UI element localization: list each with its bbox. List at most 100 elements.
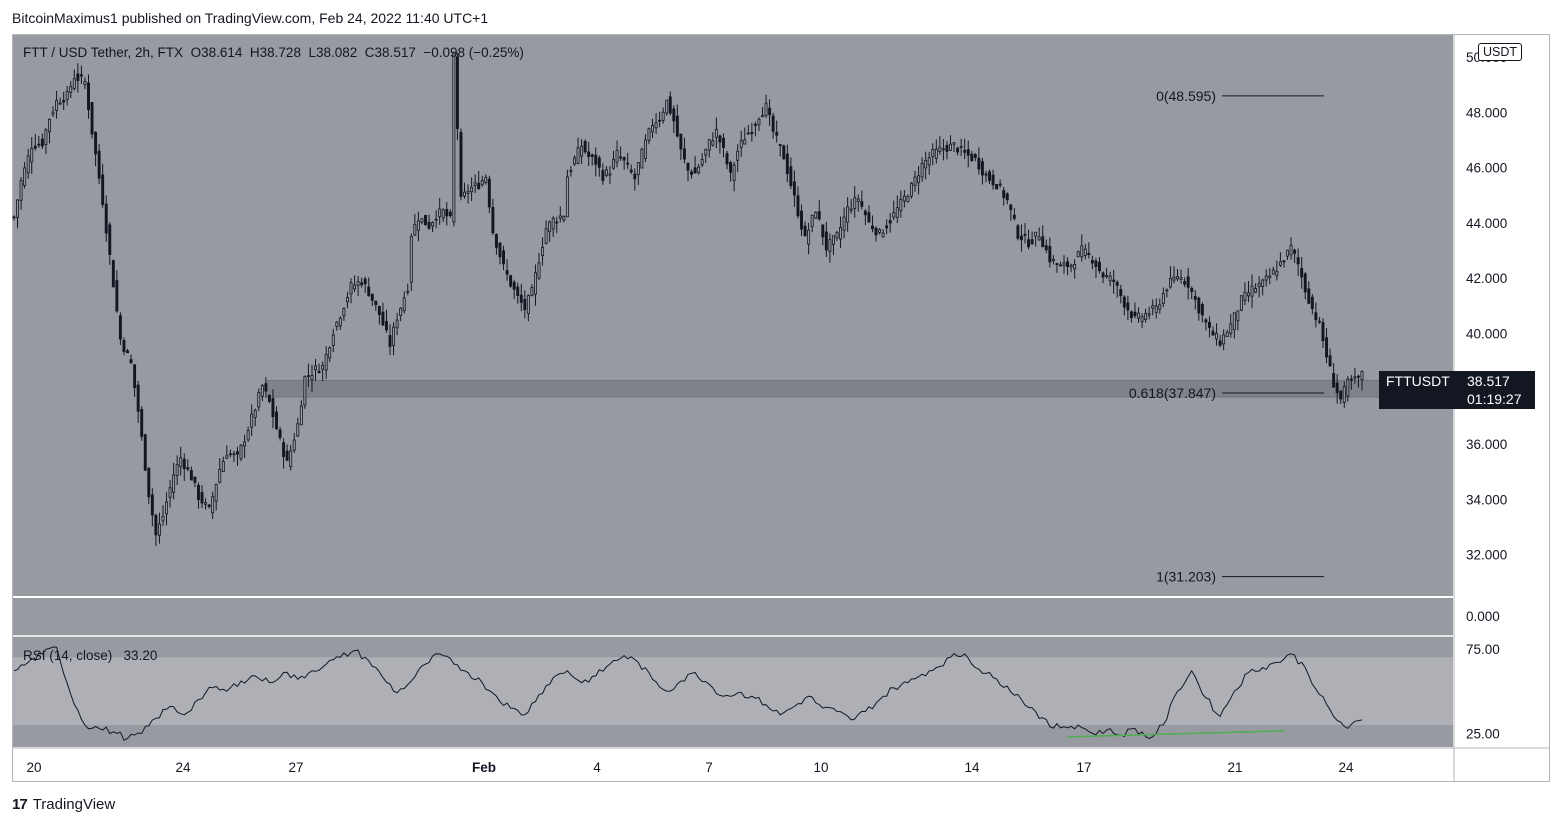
candle-body[interactable]	[250, 413, 254, 428]
candle-body[interactable]	[179, 457, 183, 468]
candle-body[interactable]	[661, 111, 665, 121]
candle-body[interactable]	[1286, 249, 1289, 257]
candle-body[interactable]	[463, 191, 466, 197]
candle-body[interactable]	[165, 501, 169, 515]
candle-body[interactable]	[739, 140, 743, 148]
candle-body[interactable]	[1349, 378, 1353, 381]
candle-body[interactable]	[221, 461, 225, 472]
candle-body[interactable]	[555, 221, 559, 224]
candle-body[interactable]	[1151, 305, 1155, 309]
candle-body[interactable]	[90, 102, 94, 135]
candle-body[interactable]	[1005, 193, 1009, 201]
candle-body[interactable]	[658, 119, 662, 122]
candle-body[interactable]	[565, 176, 569, 218]
candle-body[interactable]	[207, 504, 211, 507]
candle-body[interactable]	[150, 494, 154, 516]
candle-body[interactable]	[1328, 355, 1332, 367]
candle-body[interactable]	[413, 223, 417, 236]
candle-body[interactable]	[133, 364, 137, 388]
candle-body[interactable]	[1137, 312, 1140, 319]
candle-body[interactable]	[991, 174, 995, 186]
candle-body[interactable]	[1179, 277, 1183, 280]
candle-body[interactable]	[640, 148, 644, 169]
candle-body[interactable]	[193, 476, 197, 483]
candle-body[interactable]	[392, 326, 396, 346]
candle-body[interactable]	[1254, 288, 1258, 293]
candle-body[interactable]	[381, 311, 385, 326]
candle-body[interactable]	[895, 207, 899, 218]
candle-body[interactable]	[72, 78, 76, 90]
candle-body[interactable]	[402, 297, 406, 312]
candle-body[interactable]	[1154, 305, 1158, 313]
candle-body[interactable]	[189, 470, 193, 481]
candle-body[interactable]	[118, 315, 122, 340]
candle-body[interactable]	[775, 132, 779, 136]
candle-body[interactable]	[821, 224, 825, 238]
candle-body[interactable]	[26, 155, 30, 174]
candle-body[interactable]	[970, 153, 974, 161]
candle-body[interactable]	[686, 163, 690, 171]
candle-body[interactable]	[1129, 311, 1133, 319]
candle-body[interactable]	[924, 160, 928, 169]
candle-body[interactable]	[445, 208, 449, 217]
candle-body[interactable]	[746, 132, 750, 135]
candle-body[interactable]	[1307, 288, 1311, 304]
candle-body[interactable]	[87, 82, 90, 111]
candle-body[interactable]	[1144, 312, 1148, 320]
candle-body[interactable]	[1122, 296, 1126, 308]
candle-body[interactable]	[707, 139, 711, 151]
candle-body[interactable]	[122, 339, 126, 352]
candle-body[interactable]	[647, 128, 651, 141]
candle-body[interactable]	[580, 145, 584, 157]
candle-body[interactable]	[1353, 376, 1357, 379]
candle-body[interactable]	[1257, 283, 1261, 288]
candle-body[interactable]	[1300, 268, 1304, 278]
candle-body[interactable]	[1158, 304, 1162, 310]
candle-body[interactable]	[1126, 302, 1130, 311]
candle-body[interactable]	[612, 159, 615, 169]
candle-body[interactable]	[1012, 214, 1016, 219]
candle-body[interactable]	[934, 148, 938, 159]
candle-body[interactable]	[76, 73, 80, 81]
candle-body[interactable]	[1133, 311, 1137, 317]
candle-body[interactable]	[853, 197, 857, 209]
candle-body[interactable]	[420, 218, 424, 223]
candle-body[interactable]	[253, 409, 257, 418]
candle-body[interactable]	[455, 56, 459, 130]
candle-body[interactable]	[917, 175, 921, 184]
candle-body[interactable]	[168, 487, 172, 498]
candle-body[interactable]	[796, 195, 800, 217]
candle-body[interactable]	[789, 166, 793, 187]
candle-body[interactable]	[874, 227, 878, 236]
candle-body[interactable]	[1044, 245, 1048, 251]
candle-body[interactable]	[782, 145, 786, 160]
candle-body[interactable]	[491, 206, 495, 234]
candle-body[interactable]	[480, 179, 484, 186]
candle-body[interactable]	[651, 125, 654, 133]
candle-body[interactable]	[963, 149, 967, 153]
candle-body[interactable]	[807, 229, 811, 245]
candle-body[interactable]	[218, 468, 222, 483]
candle-body[interactable]	[697, 166, 701, 174]
candle-body[interactable]	[927, 157, 931, 166]
candle-body[interactable]	[682, 148, 686, 160]
candle-body[interactable]	[1080, 245, 1084, 258]
candle-body[interactable]	[938, 146, 942, 152]
candle-body[interactable]	[711, 140, 715, 146]
candle-body[interactable]	[1247, 292, 1250, 297]
candle-body[interactable]	[1090, 259, 1094, 264]
candle-body[interactable]	[438, 208, 442, 217]
candle-body[interactable]	[714, 129, 718, 138]
candle-body[interactable]	[289, 450, 293, 468]
candle-body[interactable]	[349, 282, 353, 295]
currency-badge[interactable]: USDT	[1478, 43, 1523, 61]
candle-body[interactable]	[1243, 291, 1247, 301]
candle-body[interactable]	[722, 137, 725, 148]
candle-body[interactable]	[860, 201, 864, 207]
rsi-title[interactable]: RSI (14, close)	[23, 648, 113, 663]
candle-body[interactable]	[370, 293, 374, 301]
candle-body[interactable]	[37, 143, 41, 146]
candle-body[interactable]	[1176, 276, 1180, 280]
candle-body[interactable]	[856, 198, 860, 202]
candle-body[interactable]	[750, 131, 754, 135]
